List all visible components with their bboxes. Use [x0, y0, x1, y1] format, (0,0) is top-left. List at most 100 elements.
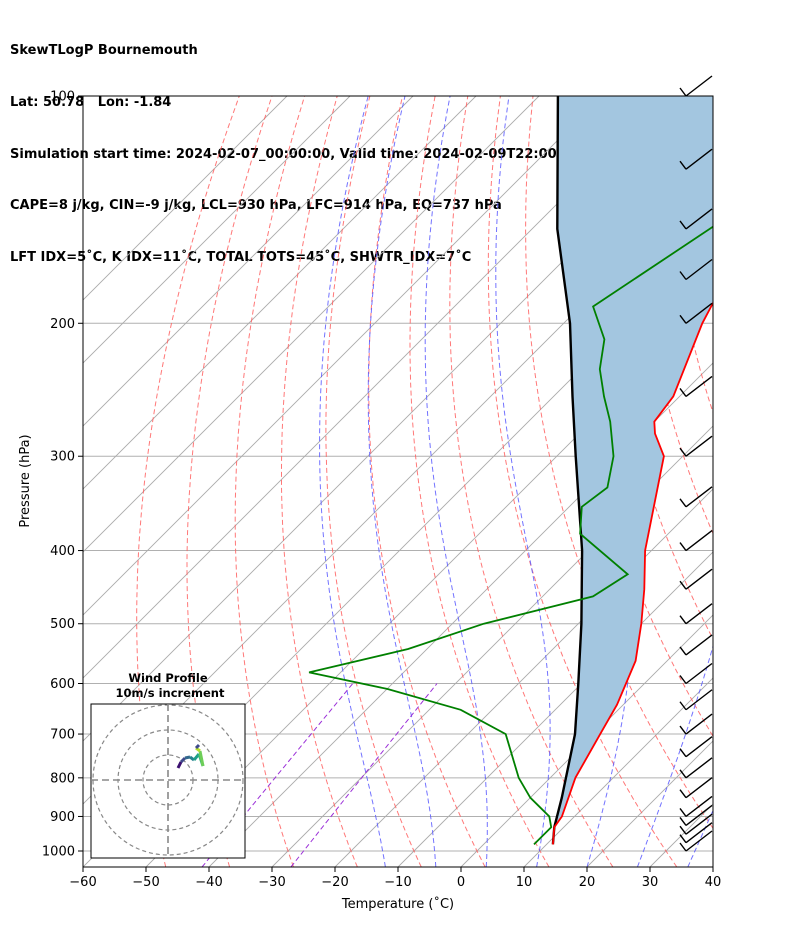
wind-barb-flag: [679, 817, 687, 826]
wind-barb-staff: [685, 148, 713, 170]
inset-title: Wind Profile: [128, 671, 208, 685]
wind-barbs: [679, 75, 713, 852]
wind-barb-staff: [685, 530, 713, 552]
isotherm-line: [145, 299, 713, 867]
dry-adiabat: [409, 96, 550, 867]
wind-barb-flag: [679, 447, 687, 457]
isotherm-line: [83, 96, 603, 616]
hodograph-segment: [189, 755, 195, 762]
wind-barb-staff: [685, 662, 713, 685]
moist-adiabat: [424, 96, 488, 867]
wind-barb-staff: [685, 757, 713, 779]
wind-barb-staff: [685, 822, 713, 844]
wind-barb-staff: [685, 75, 713, 97]
isotherm-line: [776, 96, 794, 867]
dry-adiabat: [487, 96, 678, 867]
wind-barb-flag: [679, 388, 687, 397]
isotherm-line: [523, 677, 713, 867]
x-tick-label: −20: [321, 875, 348, 890]
wind-barb-staff: [685, 795, 713, 818]
isotherm-line: [397, 551, 713, 867]
wind-barb-flag: [679, 314, 687, 324]
inset-subtitle: 10m/s increment: [116, 686, 225, 700]
y-tick-label: 500: [50, 617, 75, 632]
moist-adiabat: [367, 96, 437, 867]
cape-area: [554, 96, 713, 828]
wind-barb-staff: [685, 568, 713, 590]
mixing-ratio-line: [290, 683, 438, 867]
temperature-profile-line: [552, 301, 713, 845]
mixing-ratio-line: [201, 683, 354, 867]
x-tick-label: −40: [195, 875, 222, 890]
wind-barb-flag: [679, 580, 687, 590]
wind-barb-flag: [679, 834, 687, 844]
wind-barb-flag: [679, 675, 687, 684]
x-tick-label: 10: [516, 875, 533, 890]
moist-adiabat: [495, 96, 551, 867]
isotherm-line: [83, 96, 540, 553]
x-tick-label: −10: [384, 875, 411, 890]
moist-adiabat: [636, 644, 713, 867]
wind-barb-staff: [685, 208, 713, 230]
cape-fill: [554, 96, 713, 828]
dry-adiabat: [729, 96, 794, 867]
wind-barb-staff: [685, 777, 713, 799]
wind-barb-staff: [685, 375, 713, 398]
wind-barb-staff: [685, 302, 713, 324]
y-tick-label: 1000: [42, 845, 75, 860]
wind-barb-flag: [679, 498, 687, 508]
isotherm-line: [83, 96, 477, 490]
y-tick-label: 200: [50, 317, 75, 332]
wind-barb-flag: [679, 769, 687, 779]
dry-adiabat: [761, 96, 794, 867]
isotherm-line: [271, 425, 713, 867]
dry-adiabat: [325, 96, 422, 867]
hodograph-segment: [179, 756, 187, 764]
wind-barb-flag: [679, 646, 687, 656]
x-tick-label: −60: [69, 875, 96, 890]
parcel-profile-line: [551, 96, 584, 845]
hodograph-segment: [194, 743, 201, 750]
dry-adiabat: [186, 96, 273, 867]
isotherm-line: [83, 96, 414, 427]
isotherm-line: [83, 96, 666, 679]
isotherm-line: [334, 488, 713, 867]
wind-barb-staff: [685, 258, 713, 281]
index-line: LFT IDX=5˚C, K IDX=11˚C, TOTAL TOTS=45˚C…: [10, 249, 472, 265]
dry-adiabat: [525, 96, 713, 830]
x-tick-label: 30: [642, 875, 659, 890]
x-tick-label: −50: [132, 875, 159, 890]
hodograph-segment: [184, 755, 191, 760]
x-tick-label: 0: [457, 875, 465, 890]
dry-adiabat: [234, 96, 306, 867]
wind-barb-flag: [679, 271, 687, 280]
wind-barb-flag: [679, 808, 687, 817]
axes: −60 −50 −40 −30 −20 −10 0 10 20 30 40 100 200 300 400 5…: [42, 90, 721, 891]
wind-barb-flag: [679, 160, 687, 170]
chart-title: SkewTLogP Bournemouth: [10, 43, 198, 59]
x-tick-label: 20: [579, 875, 596, 890]
wind-barb-flag: [679, 701, 687, 711]
y-tick-label: 900: [50, 810, 75, 825]
y-tick-label: 600: [50, 677, 75, 692]
y-axis-label: Pressure (hPa): [18, 434, 33, 527]
wind-barb-flag: [679, 87, 687, 97]
y-tick-label: 800: [50, 771, 75, 786]
isotherm-line: [83, 96, 351, 364]
dry-adiabat: [663, 96, 713, 415]
wind-barb-staff: [685, 830, 713, 852]
wind-barb-flag: [679, 825, 687, 835]
hodograph-segment: [176, 761, 183, 769]
y-tick-label: 300: [50, 450, 75, 465]
cape-line: CAPE=8 j/kg, CIN=-9 j/kg, LCL=930 hPa, L…: [10, 198, 502, 214]
wind-barb-flag: [679, 220, 687, 230]
wind-barb-flag: [679, 789, 687, 799]
wind-barb-staff: [685, 603, 713, 625]
moist-adiabat: [738, 96, 794, 867]
x-axis-label: Temperature (˚C): [341, 896, 454, 912]
wind-barb-staff: [685, 713, 713, 735]
wind-barb-staff: [685, 689, 713, 711]
wind-barb-staff: [685, 435, 713, 457]
